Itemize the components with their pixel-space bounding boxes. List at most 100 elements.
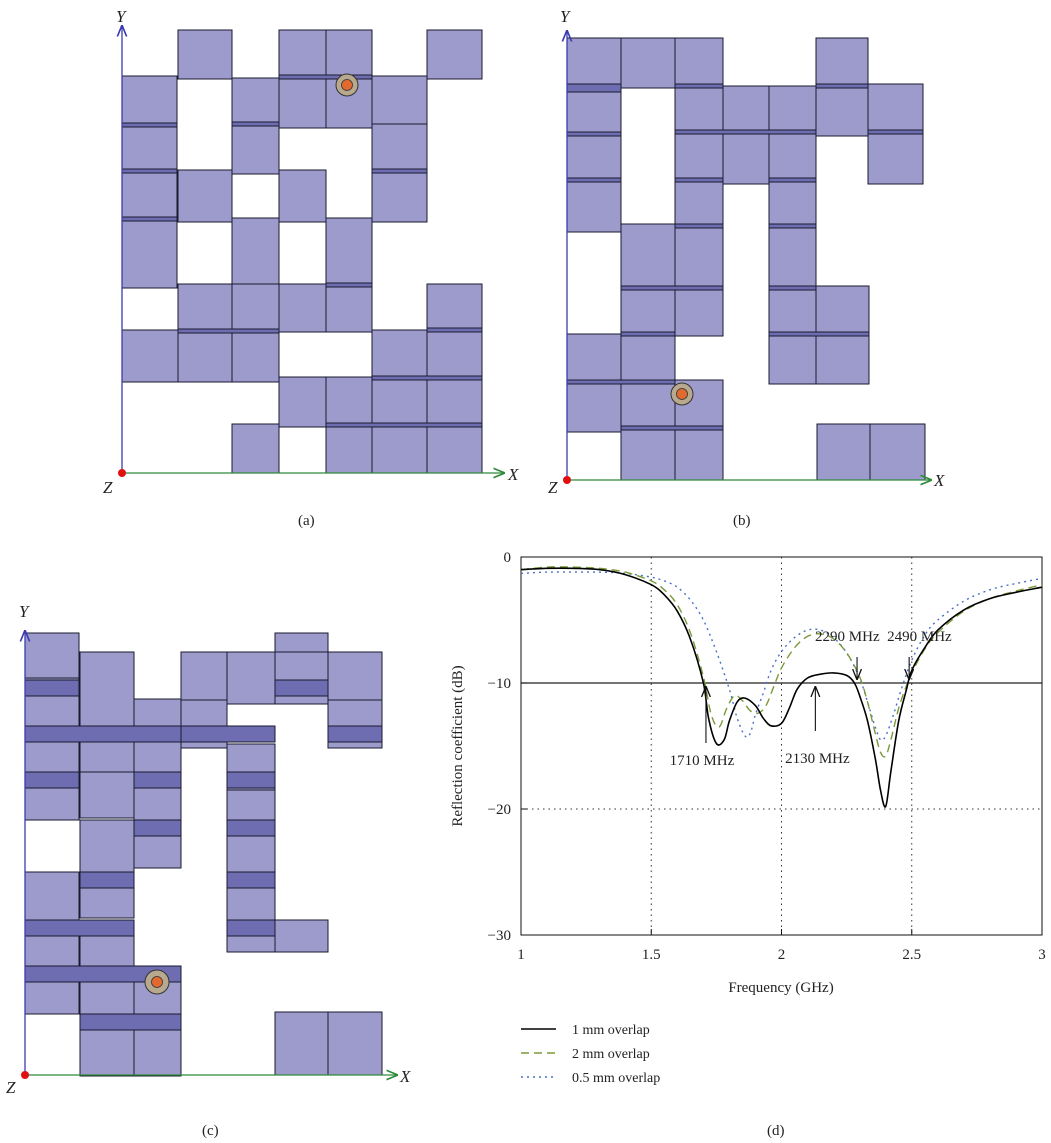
panel-c-z-label: Z xyxy=(6,1078,16,1097)
panel-a-overlap-strip xyxy=(325,422,483,428)
panel-c-overlap-strip xyxy=(79,871,135,889)
panel-b-patch xyxy=(566,381,622,433)
panel-a-caption: (a) xyxy=(298,513,315,529)
panel-b-patch xyxy=(869,423,926,481)
panel-b-patch xyxy=(674,425,724,481)
panel-b-patch xyxy=(768,333,817,385)
panel-c-overlap-strip xyxy=(226,771,276,789)
panel-a-patch xyxy=(325,217,373,285)
panel-b-patch xyxy=(815,285,870,337)
panel-a-patch xyxy=(278,283,327,333)
panel-a-patch xyxy=(426,423,483,474)
panel-a-patch xyxy=(426,376,483,428)
panel-a-patch xyxy=(426,283,483,333)
panel-a-patch xyxy=(231,77,280,129)
panel-b-patches xyxy=(566,37,926,481)
panel-b-patch xyxy=(674,133,724,185)
panel-c-overlap-strip xyxy=(226,919,276,937)
chart-x-tick-label: 1 xyxy=(517,947,525,963)
panel-c-overlap-strip xyxy=(24,679,80,697)
panel-b-patch xyxy=(566,133,622,183)
chart-series-line-0-5-mm-overlap xyxy=(520,571,1043,742)
panel-c-patch xyxy=(327,651,383,705)
panel-a-y-label: Y xyxy=(116,7,127,26)
panel-c-patch xyxy=(24,871,80,921)
panel-a-patch xyxy=(121,217,178,289)
panel-b-overlap-strip xyxy=(620,331,676,337)
panel-b-patch xyxy=(815,37,869,89)
panel-c-overlap-strip xyxy=(327,725,383,743)
panel-d-reflection-chart: 1 1.5 2 2.5 3 0 −10 −20 −30 1710 MHz 2130 MHz 2290… xyxy=(450,550,1046,1139)
panel-b-patch xyxy=(815,85,869,137)
panel-a-patch xyxy=(231,123,280,175)
panel-c-antenna-layout: X Y Z (c) xyxy=(6,602,411,1139)
panel-c-overlap-strip xyxy=(133,771,182,789)
panel-a-patch xyxy=(371,329,428,381)
panel-b-overlap-strip xyxy=(674,177,724,183)
chart-annotation-label: 2290 MHz xyxy=(815,629,880,645)
chart-x-tick-label: 3 xyxy=(1038,947,1046,963)
panel-a-overlap-strip xyxy=(426,327,483,333)
panel-a-patch xyxy=(325,423,373,474)
chart-y-tick-label: −10 xyxy=(488,676,511,692)
panel-c-patch xyxy=(79,651,135,729)
chart-annotation-label: 2130 MHz xyxy=(785,751,850,767)
panel-a-overlap-strip xyxy=(371,375,483,381)
panel-b-patch xyxy=(768,133,817,185)
panel-a-overlap-strip xyxy=(371,168,428,174)
chart-legend: 1 mm overlap 2 mm overlap 0.5 mm overlap xyxy=(521,1023,660,1086)
panel-b-patch xyxy=(620,287,676,337)
panel-c-patches xyxy=(24,632,383,1077)
chart-grid xyxy=(521,557,1042,935)
panel-b-patch xyxy=(867,133,924,185)
panel-b-overlap-strip xyxy=(867,129,924,135)
panel-b-patch xyxy=(768,179,817,229)
panel-a-patch xyxy=(426,29,483,80)
panel-a-patch xyxy=(278,29,327,80)
panel-a-patch xyxy=(426,329,483,381)
panel-b-overlap-strip xyxy=(768,177,817,183)
panel-b-patch xyxy=(620,381,676,431)
chart-annotation-label: 2490 MHz xyxy=(887,629,952,645)
panel-b-overlap-strip xyxy=(566,379,676,385)
panel-c-overlap-strip xyxy=(79,1013,182,1031)
panel-c-patch xyxy=(24,632,80,682)
panel-b-patch xyxy=(674,225,724,291)
panel-a-overlap-strip xyxy=(121,168,178,174)
panel-b-x-label: X xyxy=(933,471,945,490)
panel-a-patch xyxy=(371,376,428,428)
panel-b-patch xyxy=(768,85,817,135)
panel-c-patch xyxy=(180,651,228,705)
panel-b-overlap-strip xyxy=(620,285,724,291)
panel-b-patch xyxy=(620,333,676,383)
panel-c-overlap-strip xyxy=(274,679,329,697)
chart-annotation-label: 1710 MHz xyxy=(670,753,735,769)
panel-d-caption: (d) xyxy=(767,1123,785,1139)
panel-b-overlap-strip xyxy=(768,223,817,229)
panel-b-patch xyxy=(674,287,724,337)
panel-c-patch xyxy=(274,1011,329,1076)
panel-a-patch xyxy=(121,169,178,223)
panel-a-patch xyxy=(231,217,280,285)
panel-b-antenna-layout: X Y Z (b) xyxy=(548,7,945,529)
panel-a-patch xyxy=(177,329,233,383)
chart-y-tick-label: 0 xyxy=(504,550,512,566)
panel-b-patch xyxy=(768,287,817,337)
chart-x-tick-label: 2.5 xyxy=(902,947,921,963)
panel-b-patch xyxy=(674,37,724,89)
panel-a-patch xyxy=(371,423,428,474)
panel-b-patch xyxy=(620,223,676,293)
panel-b-feed-point xyxy=(670,382,694,406)
panel-c-overlap-strip xyxy=(133,819,182,837)
panel-c-overlap-strip xyxy=(180,725,276,743)
panel-c-origin xyxy=(21,1071,29,1079)
panel-a-overlap-strip xyxy=(325,282,373,288)
panel-b-patch xyxy=(620,425,676,481)
panel-b-patch xyxy=(620,37,676,89)
panel-b-overlap-strip xyxy=(815,83,869,89)
panel-a-overlap-strip xyxy=(231,121,280,127)
panel-b-patch xyxy=(867,83,924,135)
panel-a-patch xyxy=(231,329,280,383)
panel-b-overlap-strip xyxy=(566,131,622,137)
panel-b-patch xyxy=(566,37,622,89)
